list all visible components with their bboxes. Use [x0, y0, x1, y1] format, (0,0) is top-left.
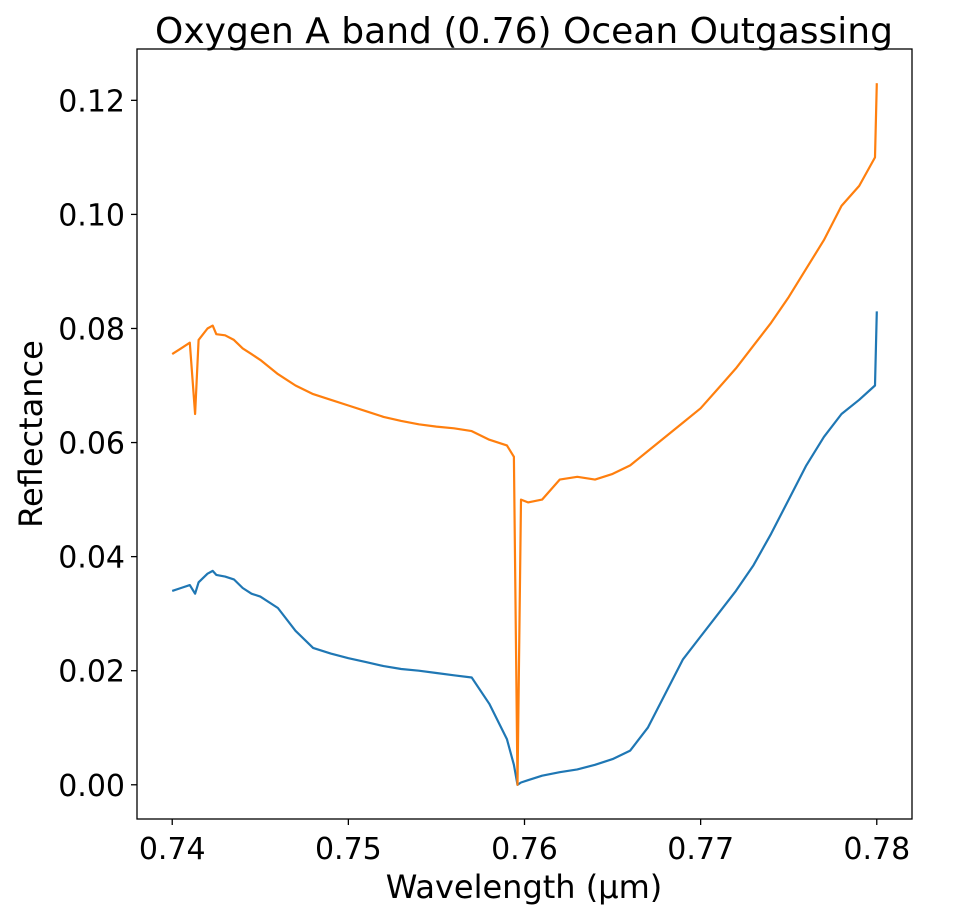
y-tick-label: 0.08 — [58, 312, 125, 347]
y-axis-title: Reflectance — [12, 340, 50, 528]
y-tick-label: 0.10 — [58, 198, 125, 233]
plot-lines — [171, 83, 878, 786]
x-axis: 0.74 0.75 0.76 0.77 0.78 — [139, 819, 910, 867]
series-2-line — [171, 83, 878, 786]
chart-title: Oxygen A band (0.76) Ocean Outgassing — [155, 11, 893, 52]
y-tick-label: 0.04 — [58, 541, 125, 576]
y-tick-label: 0.02 — [58, 655, 125, 690]
x-tick-label: 0.78 — [843, 832, 910, 867]
y-tick-label: 0.12 — [58, 84, 125, 119]
plot-frame — [136, 48, 913, 820]
x-axis-title: Wavelength (μm) — [386, 868, 663, 906]
y-tick-label: 0.00 — [58, 769, 125, 804]
series-1-line — [171, 311, 878, 786]
y-tick-label: 0.06 — [58, 427, 125, 462]
y-axis: 0.00 0.02 0.04 0.06 0.08 0.10 0.12 — [58, 84, 137, 804]
x-tick-label: 0.77 — [667, 832, 734, 867]
x-tick-label: 0.76 — [491, 832, 558, 867]
x-tick-label: 0.74 — [139, 832, 206, 867]
x-tick-label: 0.75 — [315, 832, 382, 867]
